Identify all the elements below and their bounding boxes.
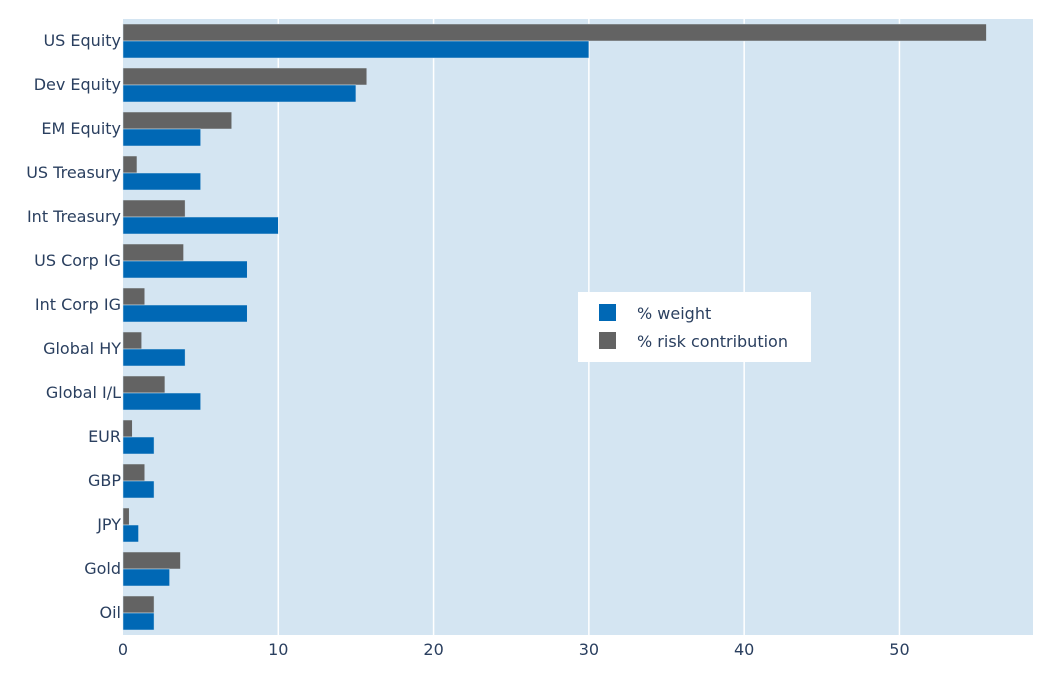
bar-weight-global-i-l[interactable] xyxy=(122,392,201,411)
x-tick-label: 50 xyxy=(889,640,909,659)
bar-weight-dev-equity[interactable] xyxy=(122,84,357,103)
bar-weight-eur[interactable] xyxy=(122,436,155,455)
bar-risk-em-equity[interactable] xyxy=(122,111,232,130)
y-tick-label: Dev Equity xyxy=(34,75,121,94)
bar-risk-gold[interactable] xyxy=(122,551,181,570)
y-tick-label: Global HY xyxy=(43,339,121,358)
bar-weight-gbp[interactable] xyxy=(122,480,155,499)
bar-weight-gold[interactable] xyxy=(122,568,170,587)
bar-weight-jpy[interactable] xyxy=(122,524,139,543)
y-tick-label: Int Corp IG xyxy=(35,295,121,314)
x-tick-label: 40 xyxy=(734,640,754,659)
legend-label-risk[interactable]: % risk contribution xyxy=(637,332,788,351)
y-tick-label: GBP xyxy=(88,471,121,490)
y-tick-label: Gold xyxy=(84,559,121,578)
legend[interactable]: % weight % risk contribution xyxy=(578,292,811,362)
y-tick-label: US Equity xyxy=(43,31,121,50)
y-axis-tick-labels: US Equity Dev Equity EM Equity US Treasury I… xyxy=(26,31,121,622)
bar-risk-gbp[interactable] xyxy=(122,463,145,482)
y-tick-label: EM Equity xyxy=(41,119,121,138)
y-tick-label: EUR xyxy=(88,427,121,446)
y-tick-label: US Treasury xyxy=(26,163,121,182)
y-tick-label: Oil xyxy=(100,603,121,622)
y-tick-label: Global I/L xyxy=(46,383,121,402)
legend-label-weight[interactable]: % weight xyxy=(637,304,711,323)
bar-risk-us-treasury[interactable] xyxy=(122,155,138,174)
y-tick-label: JPY xyxy=(96,515,121,534)
bar-risk-dev-equity[interactable] xyxy=(122,67,368,86)
legend-swatch-weight[interactable] xyxy=(599,304,616,321)
bars xyxy=(122,23,987,631)
bar-risk-eur[interactable] xyxy=(122,419,133,438)
bar-weight-em-equity[interactable] xyxy=(122,128,201,147)
x-tick-label: 10 xyxy=(268,640,288,659)
bar-risk-us-corp-ig[interactable] xyxy=(122,243,184,262)
bar-risk-global-hy[interactable] xyxy=(122,331,142,350)
bar-weight-us-treasury[interactable] xyxy=(122,172,201,191)
x-tick-label: 20 xyxy=(423,640,443,659)
bar-weight-oil[interactable] xyxy=(122,612,155,631)
bar-weight-global-hy[interactable] xyxy=(122,348,186,367)
y-tick-label: Int Treasury xyxy=(27,207,121,226)
x-tick-label: 30 xyxy=(579,640,599,659)
x-axis-tick-labels: 0 10 20 30 40 50 xyxy=(118,640,910,659)
bar-risk-us-equity[interactable] xyxy=(122,23,987,42)
x-tick-label: 0 xyxy=(118,640,128,659)
bar-risk-oil[interactable] xyxy=(122,595,155,614)
legend-swatch-risk[interactable] xyxy=(599,332,616,349)
bar-risk-int-corp-ig[interactable] xyxy=(122,287,145,306)
bar-risk-jpy[interactable] xyxy=(122,507,130,526)
bar-weight-int-corp-ig[interactable] xyxy=(122,304,248,323)
bar-weight-us-equity[interactable] xyxy=(122,40,590,59)
bar-risk-global-i-l[interactable] xyxy=(122,375,166,394)
bar-risk-int-treasury[interactable] xyxy=(122,199,186,218)
bar-weight-int-treasury[interactable] xyxy=(122,216,279,235)
bar-weight-us-corp-ig[interactable] xyxy=(122,260,248,279)
y-tick-label: US Corp IG xyxy=(34,251,121,270)
legend-box xyxy=(578,292,811,362)
